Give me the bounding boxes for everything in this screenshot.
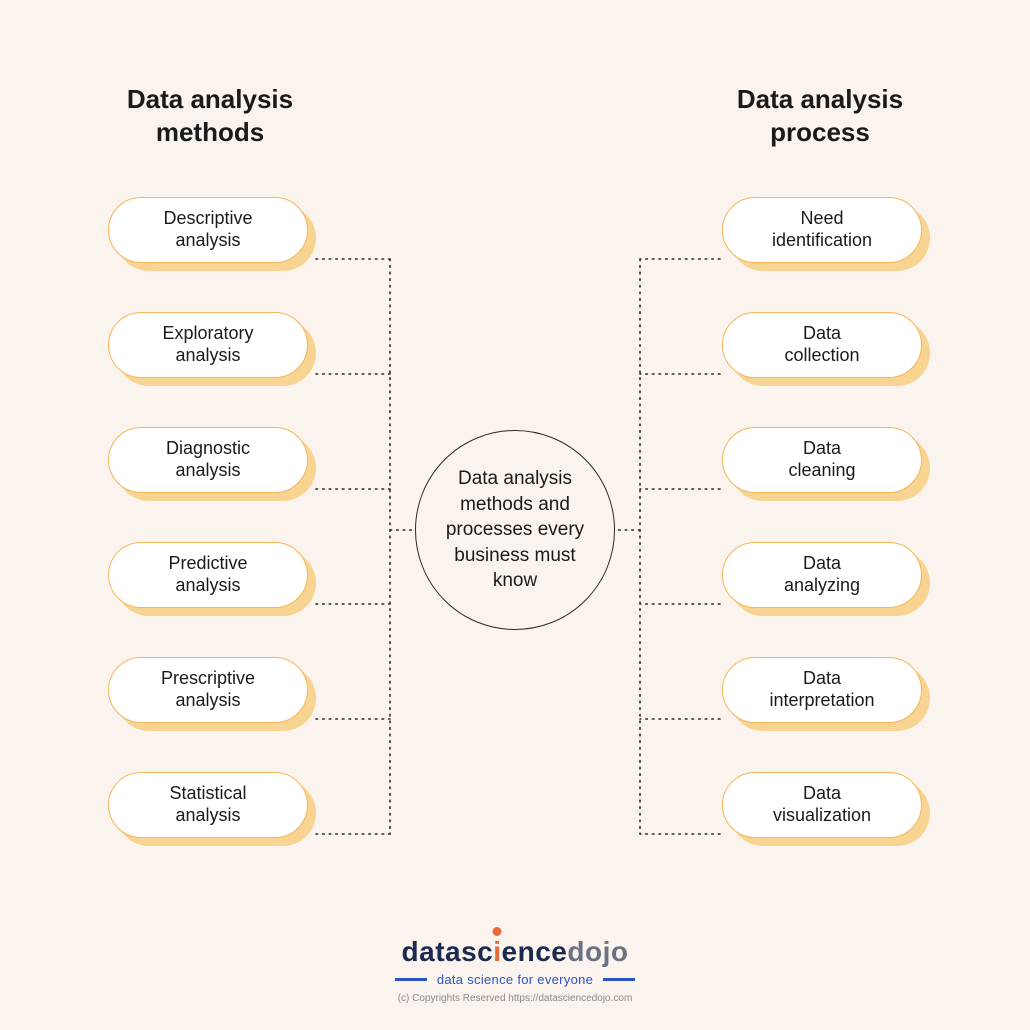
tagline-text: data science for everyone (437, 972, 593, 987)
brand-logo: datasciencedojo (402, 936, 629, 968)
pill-label: Data cleaning (722, 427, 922, 493)
pill-label: Diagnostic analysis (108, 427, 308, 493)
logo-letter-i: i (493, 936, 501, 968)
logo-word-data: data (402, 936, 462, 968)
methods-pill: Predictive analysis (108, 542, 308, 608)
process-pill: Data interpretation (722, 657, 922, 723)
logo-word-ence: ence (502, 936, 568, 968)
logo-word-sc: sc (461, 936, 493, 968)
process-pill: Data visualization (722, 772, 922, 838)
tagline-bar-left (395, 978, 427, 981)
pill-label: Data interpretation (722, 657, 922, 723)
pill-label: Data analyzing (722, 542, 922, 608)
brand-tagline: data science for everyone (395, 972, 635, 987)
process-pill: Need identification (722, 197, 922, 263)
pill-label: Prescriptive analysis (108, 657, 308, 723)
copyright-text: (c) Copyrights Reserved https://datascie… (0, 993, 1030, 1004)
process-pill: Data cleaning (722, 427, 922, 493)
methods-pill: Exploratory analysis (108, 312, 308, 378)
pill-label: Exploratory analysis (108, 312, 308, 378)
methods-pill: Statistical analysis (108, 772, 308, 838)
methods-pill: Diagnostic analysis (108, 427, 308, 493)
process-pill: Data analyzing (722, 542, 922, 608)
left-section-heading: Data analysis methods (70, 83, 350, 148)
footer: datasciencedojo data science for everyon… (0, 936, 1030, 1004)
process-pill: Data collection (722, 312, 922, 378)
tagline-bar-right (603, 978, 635, 981)
right-section-heading: Data analysis process (680, 83, 960, 148)
methods-pill: Descriptive analysis (108, 197, 308, 263)
pill-label: Predictive analysis (108, 542, 308, 608)
logo-word-dojo: dojo (567, 936, 628, 968)
pill-label: Data visualization (722, 772, 922, 838)
center-topic-text: Data analysis methods and processes ever… (434, 466, 596, 594)
center-topic-circle: Data analysis methods and processes ever… (415, 430, 615, 630)
pill-label: Descriptive analysis (108, 197, 308, 263)
logo-dot-icon (493, 927, 502, 936)
pill-label: Data collection (722, 312, 922, 378)
pill-label: Need identification (722, 197, 922, 263)
methods-pill: Prescriptive analysis (108, 657, 308, 723)
pill-label: Statistical analysis (108, 772, 308, 838)
